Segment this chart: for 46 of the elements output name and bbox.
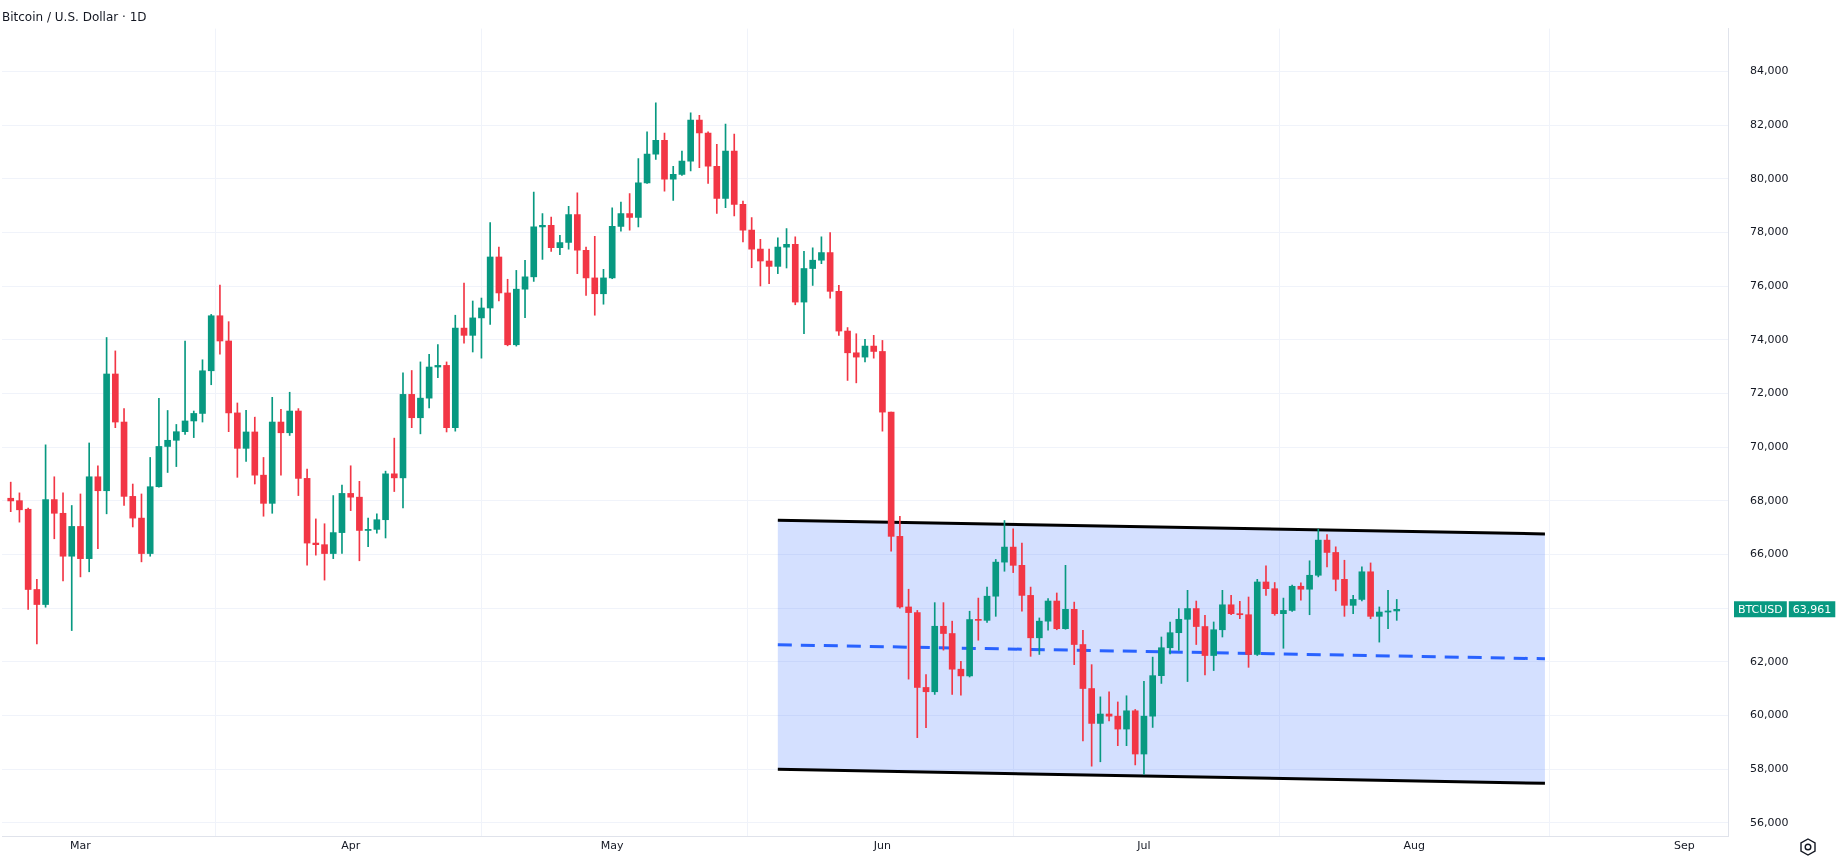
y-tick-label: 76,000 (1750, 279, 1789, 293)
x-tick-label: Sep (1674, 838, 1695, 852)
candlestick (460, 282, 468, 344)
chart-title: Bitcoin / U.S. Dollar · 1D (2, 9, 147, 24)
y-tick-label: 84,000 (1750, 64, 1789, 78)
candlestick (852, 333, 860, 384)
candlestick (591, 235, 599, 316)
candlestick (312, 518, 320, 556)
candlestick (1393, 599, 1401, 621)
y-tick-label: 70,000 (1750, 440, 1789, 454)
y-tick-label: 62,000 (1750, 654, 1789, 668)
y-tick-label: 56,000 (1750, 815, 1789, 829)
y-tick-label: 58,000 (1750, 762, 1789, 776)
candlestick (390, 437, 398, 492)
y-tick-label: 78,000 (1750, 225, 1789, 239)
candlestick (765, 248, 773, 284)
y-tick-label: 68,000 (1750, 493, 1789, 507)
candlestick (809, 247, 817, 286)
candlestick (347, 465, 355, 511)
y-tick-label: 80,000 (1750, 171, 1789, 185)
y-tick-label: 72,000 (1750, 386, 1789, 400)
y-tick-label: 60,000 (1750, 708, 1789, 722)
candlestick (33, 578, 41, 645)
text: BTCUSD (1738, 602, 1783, 616)
candlestick (364, 517, 372, 547)
x-tick-label: May (600, 838, 625, 852)
y-tick-label: 66,000 (1750, 547, 1789, 561)
x-tick-label: Mar (70, 838, 92, 852)
x-tick-label: Jun (872, 838, 892, 852)
y-tick-label: 74,000 (1750, 332, 1789, 346)
x-tick-label: Jul (1136, 838, 1151, 852)
candlestick (1297, 582, 1305, 601)
x-tick-label: Apr (341, 838, 361, 852)
candlestick (669, 165, 677, 201)
x-tick-label: Aug (1403, 838, 1425, 852)
candlestick (521, 259, 529, 318)
text: 63,961 (1792, 602, 1832, 616)
candlestick (68, 505, 76, 631)
candlestick (94, 465, 102, 550)
candlestick (50, 476, 58, 540)
candlestick (1236, 600, 1244, 620)
candlestick (922, 674, 930, 729)
y-tick-label: 82,000 (1750, 118, 1789, 132)
candlestick (974, 597, 982, 641)
candlestick (1375, 606, 1383, 643)
candlestick (7, 481, 15, 512)
